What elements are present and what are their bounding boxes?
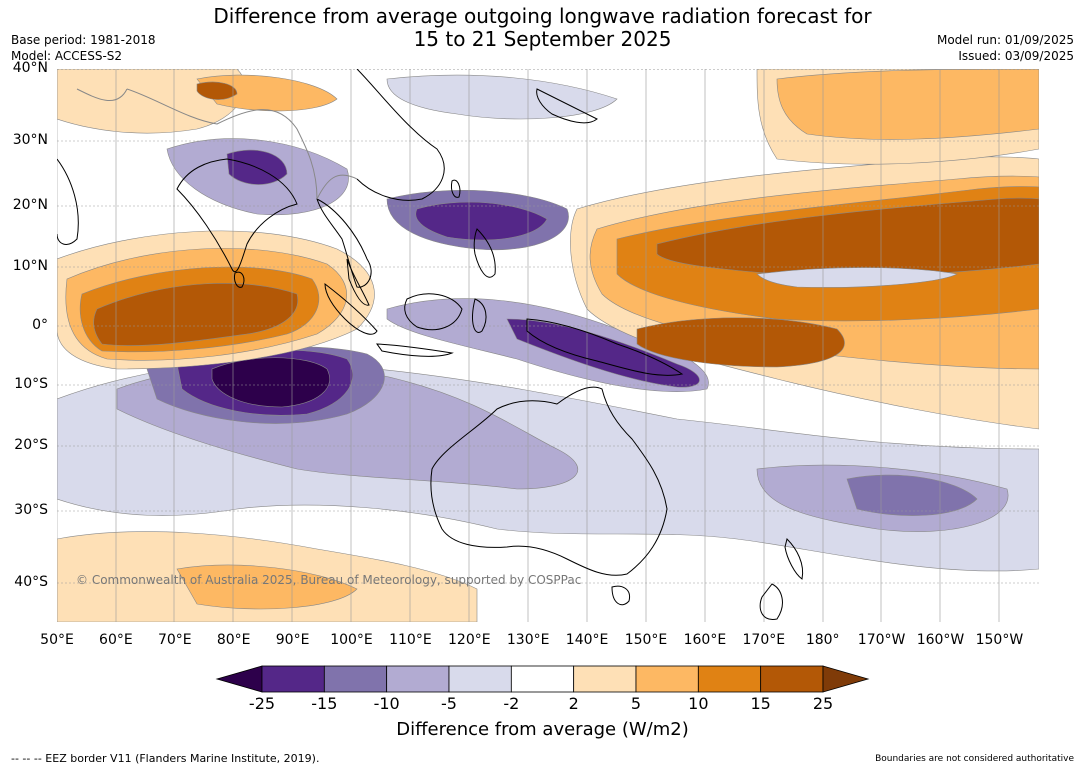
lat-label: 40°S bbox=[14, 574, 48, 590]
model-name: Model: ACCESS-S2 bbox=[11, 49, 123, 63]
anomaly-contours bbox=[57, 69, 1039, 622]
lon-label: 170°E bbox=[742, 632, 786, 648]
colorbar-segment bbox=[323, 665, 388, 693]
lat-label: 30°S bbox=[14, 502, 48, 518]
japan-coastline bbox=[536, 88, 598, 124]
sri-lanka-coastline bbox=[234, 271, 245, 288]
arabia-coastline bbox=[57, 158, 79, 245]
indochina-coastline bbox=[316, 198, 372, 288]
java-coastline bbox=[375, 343, 454, 357]
contour-pos-10-ne-pac bbox=[776, 69, 1039, 140]
model-run: Model run: 01/09/2025 bbox=[936, 33, 1074, 47]
colorbar-tick-label: -25 bbox=[248, 694, 276, 713]
lon-label: 70°E bbox=[157, 632, 192, 648]
colorbar-arrow-high bbox=[822, 665, 870, 693]
colorbar-segment bbox=[760, 665, 824, 693]
lat-label: 10°N bbox=[12, 258, 48, 274]
lon-label: 50°E bbox=[40, 632, 74, 648]
new-zealand-south-coastline bbox=[759, 583, 783, 620]
lat-label: 10°S bbox=[14, 376, 48, 392]
lat-label: 0° bbox=[32, 317, 48, 333]
colorbar-tick-label: -2 bbox=[503, 694, 520, 713]
contour-pos-25-pacific-eq bbox=[636, 317, 845, 368]
map-canvas bbox=[57, 69, 1039, 622]
copyright-notice: © Commonwealth of Australia 2025, Bureau… bbox=[76, 573, 582, 587]
colorbar-tick-label: -5 bbox=[441, 694, 457, 713]
lon-label: 140°E bbox=[565, 632, 609, 648]
lon-label: 150°E bbox=[624, 632, 668, 648]
colorbar-segment bbox=[573, 665, 637, 693]
country-borders bbox=[76, 88, 358, 200]
lat-label: 20°N bbox=[12, 197, 48, 213]
taiwan-coastline bbox=[451, 179, 461, 198]
contour-pos-25-pacific-n bbox=[656, 197, 1039, 277]
meta-left: Base period: 1981-2018 Model: ACCESS-S2 bbox=[11, 32, 156, 64]
colorbar-segment bbox=[635, 665, 699, 693]
contour-neg-25-scs bbox=[415, 201, 548, 241]
contour-neg-10-pacific bbox=[846, 474, 978, 516]
new-zealand-north-coastline bbox=[784, 538, 804, 580]
border-india-china bbox=[126, 88, 318, 200]
australia-coastline bbox=[430, 386, 668, 576]
lon-label: 170°W bbox=[857, 632, 906, 648]
lon-label: 150°W bbox=[975, 632, 1024, 648]
lon-label: 100°E bbox=[330, 632, 373, 648]
lon-label: 120°E bbox=[448, 632, 491, 648]
lat-label: 30°N bbox=[12, 132, 48, 148]
colorbar-segment bbox=[448, 665, 512, 693]
lat-label: 40°N bbox=[12, 60, 48, 76]
eez-border-note: -- -- -- EEZ border V11 (Flanders Marine… bbox=[11, 752, 320, 765]
lon-label: 60°E bbox=[99, 632, 133, 648]
colorbar-tick-label: 15 bbox=[750, 694, 771, 713]
lon-label: 90°E bbox=[275, 632, 310, 648]
colorbar-tick-label: 5 bbox=[630, 694, 642, 713]
coastlines bbox=[57, 69, 804, 620]
contour-pos-10-s-indian bbox=[176, 564, 358, 610]
title-line-1: Difference from average outgoing longwav… bbox=[213, 4, 872, 28]
contour-neg-25-indian bbox=[211, 357, 330, 408]
colorbar-title: Difference from average (W/m2) bbox=[396, 719, 689, 740]
lat-label: 20°S bbox=[14, 437, 48, 453]
map-title: Difference from average outgoing longwav… bbox=[0, 5, 1085, 51]
philippines-coastline bbox=[473, 228, 496, 278]
lon-label: 130°E bbox=[506, 632, 550, 648]
boundaries-disclaimer: Boundaries are not considered authoritat… bbox=[875, 754, 1074, 764]
contour-neg-strip-pacific bbox=[756, 267, 958, 288]
lon-label: 80°E bbox=[216, 632, 251, 648]
contour-pos-10-tibet bbox=[196, 74, 338, 112]
colorbar-segment bbox=[261, 665, 325, 693]
colorbar-arrow-low bbox=[215, 665, 263, 693]
border-indochina bbox=[316, 174, 358, 200]
tasmania-coastline bbox=[611, 585, 631, 606]
malay-peninsula-coastline bbox=[346, 258, 370, 306]
india-coastline bbox=[176, 158, 298, 272]
borneo-coastline bbox=[404, 293, 463, 331]
title-line-2: 15 to 21 September 2025 bbox=[413, 27, 672, 51]
meta-right: Model run: 01/09/2025 Issued: 03/09/2025 bbox=[937, 32, 1074, 64]
border-central-asia bbox=[76, 88, 128, 102]
base-period: Base period: 1981-2018 bbox=[11, 33, 156, 47]
colorbar-tick-label: 25 bbox=[812, 694, 834, 713]
china-coastline bbox=[356, 69, 445, 201]
sumatra-coastline bbox=[324, 282, 378, 335]
lon-label: 110°E bbox=[389, 632, 432, 648]
colorbar-tick-label: -15 bbox=[311, 694, 338, 713]
colorbar-tick-label: -10 bbox=[373, 694, 400, 713]
olr-anomaly-map bbox=[57, 69, 1039, 622]
contour-pos-25-indian bbox=[93, 282, 299, 346]
lon-label: 160°W bbox=[916, 632, 965, 648]
colorbar-tick-label: 2 bbox=[568, 694, 579, 713]
sulawesi-coastline bbox=[472, 298, 487, 333]
colorbar-tick-label: 10 bbox=[688, 694, 709, 713]
contour-pos-25-tibet bbox=[196, 81, 238, 100]
lon-label: 160°E bbox=[683, 632, 727, 648]
graticule bbox=[57, 69, 1039, 622]
colorbar-segment bbox=[510, 665, 575, 693]
issued-date: Issued: 03/09/2025 bbox=[958, 49, 1074, 63]
colorbar-segment bbox=[386, 665, 450, 693]
lon-label: 180° bbox=[805, 632, 840, 648]
colorbar-segment bbox=[697, 665, 762, 693]
new-guinea-coastline bbox=[526, 318, 684, 376]
